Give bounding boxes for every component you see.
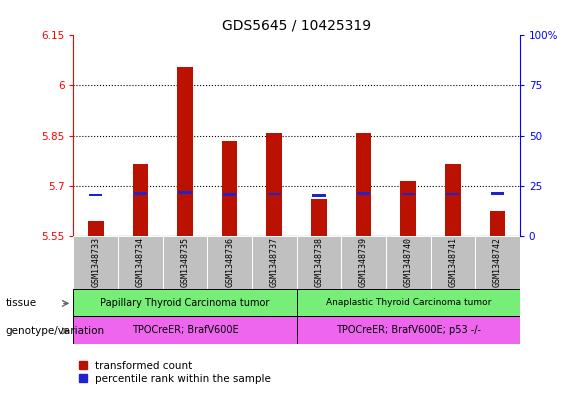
Bar <box>297 236 341 289</box>
Bar <box>445 164 460 236</box>
Text: Anaplastic Thyroid Carcinoma tumor: Anaplastic Thyroid Carcinoma tumor <box>325 298 491 307</box>
Bar <box>267 133 282 236</box>
Bar <box>490 211 505 236</box>
Bar <box>386 236 431 289</box>
Text: genotype/variation: genotype/variation <box>6 326 105 336</box>
Bar <box>118 236 163 289</box>
Bar <box>446 193 459 195</box>
Text: GSM1348737: GSM1348737 <box>270 237 279 287</box>
Bar <box>179 191 192 194</box>
Bar <box>223 193 236 196</box>
Bar <box>357 192 370 195</box>
Bar <box>88 221 103 236</box>
Text: GSM1348738: GSM1348738 <box>315 237 323 287</box>
Bar <box>73 236 118 289</box>
Bar <box>134 192 147 195</box>
Title: GDS5645 / 10425319: GDS5645 / 10425319 <box>222 19 371 33</box>
Bar <box>312 194 325 197</box>
Bar <box>252 236 297 289</box>
Bar <box>222 141 237 236</box>
Text: TPOCreER; BrafV600E: TPOCreER; BrafV600E <box>132 325 238 335</box>
Bar <box>401 181 416 236</box>
Bar <box>133 164 148 236</box>
Bar <box>163 236 207 289</box>
Text: Papillary Thyroid Carcinoma tumor: Papillary Thyroid Carcinoma tumor <box>101 298 270 308</box>
Bar <box>431 236 475 289</box>
Text: GSM1348736: GSM1348736 <box>225 237 234 287</box>
Text: GSM1348742: GSM1348742 <box>493 237 502 287</box>
Bar <box>297 289 520 316</box>
Bar <box>402 193 415 195</box>
Bar <box>297 316 520 344</box>
Legend: transformed count, percentile rank within the sample: transformed count, percentile rank withi… <box>79 361 271 384</box>
Text: GSM1348740: GSM1348740 <box>404 237 412 287</box>
Bar <box>311 199 327 236</box>
Text: GSM1348735: GSM1348735 <box>181 237 189 287</box>
Bar <box>177 67 193 236</box>
Text: TPOCreER; BrafV600E; p53 -/-: TPOCreER; BrafV600E; p53 -/- <box>336 325 481 335</box>
Bar <box>89 194 102 196</box>
Bar <box>341 236 386 289</box>
Bar <box>491 192 504 195</box>
Bar <box>73 289 297 316</box>
Bar <box>356 133 371 236</box>
Text: GSM1348739: GSM1348739 <box>359 237 368 287</box>
Text: tissue: tissue <box>6 298 37 309</box>
Bar <box>207 236 252 289</box>
Bar <box>268 193 281 195</box>
Bar <box>73 316 297 344</box>
Text: GSM1348741: GSM1348741 <box>449 237 457 287</box>
Bar <box>475 236 520 289</box>
Text: GSM1348734: GSM1348734 <box>136 237 145 287</box>
Text: GSM1348733: GSM1348733 <box>92 237 100 287</box>
